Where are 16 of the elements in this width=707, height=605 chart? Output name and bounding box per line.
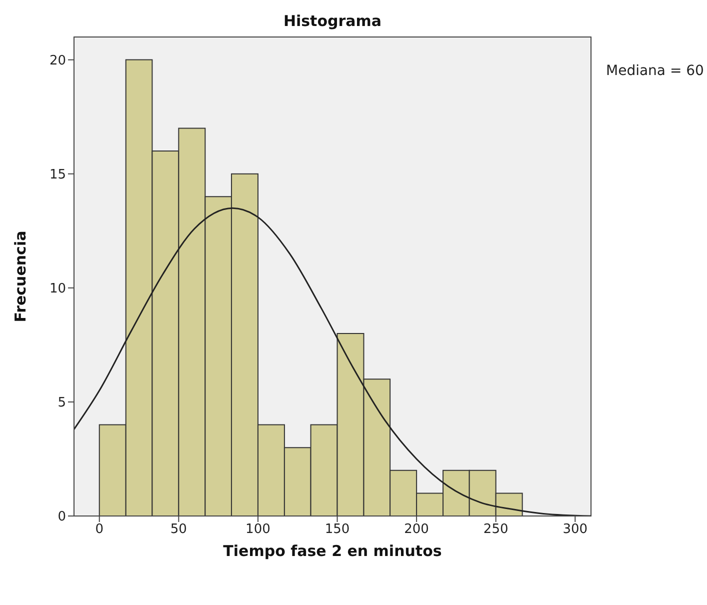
y-axis-title: Frecuencia	[11, 230, 30, 322]
chart-title: Histograma	[282, 12, 383, 30]
y-tick-label: 5	[58, 396, 66, 411]
y-tick-label: 15	[49, 167, 66, 182]
y-tick-label: 10	[49, 282, 66, 297]
y-tick-label: 20	[49, 53, 66, 68]
x-tick-label: 0	[95, 522, 104, 538]
x-tick-label: 300	[562, 522, 588, 538]
x-tick-label: 200	[404, 522, 429, 538]
text: Mediana = 60	[606, 63, 704, 79]
x-tick-label: 250	[483, 522, 508, 538]
x-axis-title: Tiempo fase 2 en minutos	[223, 542, 442, 560]
x-tick-label: 150	[324, 522, 350, 538]
x-tick-label: 100	[246, 522, 270, 538]
y-tick-label: 0	[58, 510, 66, 525]
x-tick-label: 50	[170, 522, 187, 538]
